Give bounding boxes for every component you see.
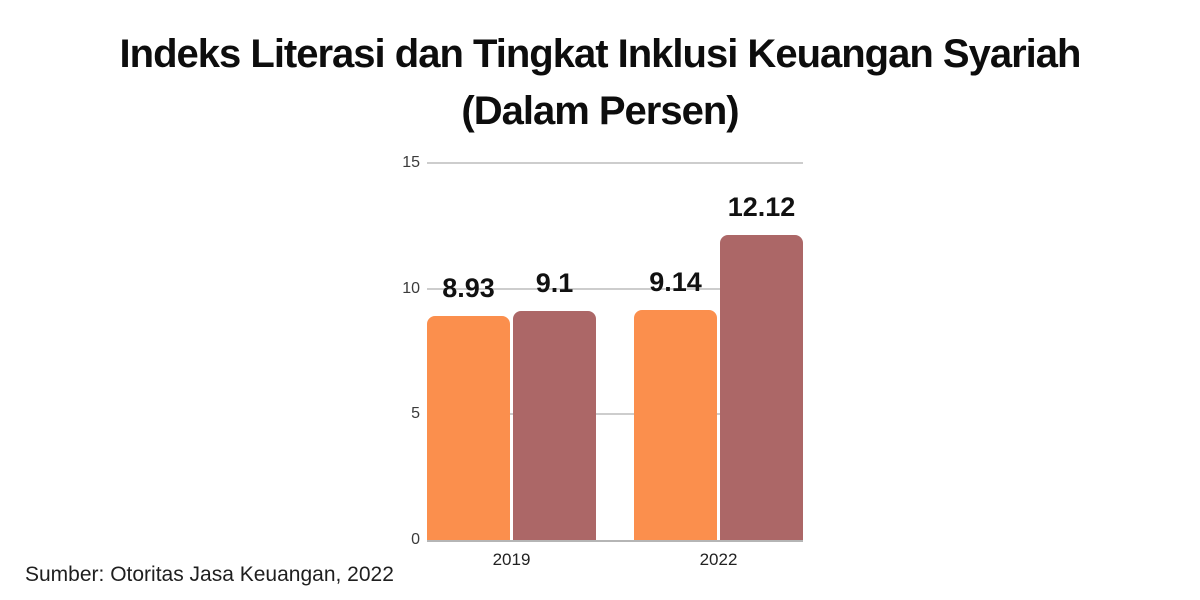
- chart-title-line2: (Dalam Persen): [461, 89, 739, 133]
- x-tick-label-2019: 2019: [492, 550, 531, 569]
- chart-title: Indeks Literasi dan Tingkat Inklusi Keua…: [0, 26, 1200, 140]
- gridline-15: [427, 162, 803, 164]
- value-label-2019-orange-series: 8.93: [442, 272, 495, 303]
- chart-title-line1: Indeks Literasi dan Tingkat Inklusi Keua…: [119, 32, 1082, 76]
- gridline-10: [427, 287, 803, 290]
- y-tick-label-15: 15: [402, 154, 420, 171]
- bar-2022-orange-series: [634, 310, 717, 540]
- y-tick-label-0: 0: [411, 531, 420, 548]
- x-axis-baseline: [427, 540, 803, 542]
- gridline-5: [427, 413, 803, 416]
- value-label-2022-orange-series: 9.14: [649, 267, 702, 298]
- bar-2019-orange-series: [427, 315, 510, 540]
- plot-area: 8.93 9.1 2019 9.14 12.12 2022: [427, 162, 803, 569]
- source-note: Sumber: Otoritas Jasa Keuangan, 2022: [25, 563, 394, 586]
- value-label-2022-mauve-series: 12.12: [727, 192, 796, 223]
- x-tick-label-2022: 2022: [699, 550, 738, 569]
- bar-2022-mauve-series: [720, 235, 803, 540]
- y-axis: 0 5 10 15: [375, 154, 420, 548]
- value-label-2019-mauve-series: 9.1: [535, 268, 574, 299]
- y-tick-label-10: 10: [402, 279, 420, 297]
- y-tick-label-5: 5: [411, 405, 420, 423]
- bar-2019-mauve-series: [513, 311, 596, 540]
